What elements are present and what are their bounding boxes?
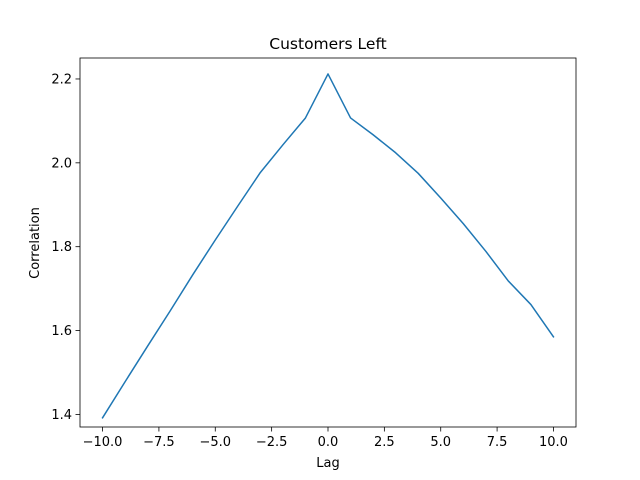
plot-area: −10.0 −7.5 −5.0 −2.5 0.0 2.5 5.0 7.5 10.0 1.4 1.6 1… <box>51 57 577 450</box>
y-tick-label: 2.2 <box>51 72 72 87</box>
chart-title: Customers Left <box>269 35 386 53</box>
y-tick-label: 1.4 <box>51 408 72 423</box>
x-tick-label: 0.0 <box>318 435 339 450</box>
y-tick-label: 2.0 <box>51 156 72 171</box>
x-tick-label: 2.5 <box>374 435 395 450</box>
x-tick-label: −5.0 <box>199 435 231 450</box>
y-tick-label: 1.6 <box>51 324 72 339</box>
x-axis-label: Lag <box>316 456 339 471</box>
y-tick-label: 1.8 <box>51 240 72 255</box>
series-line-0 <box>101 73 555 419</box>
y-axis-label: Correlation <box>28 207 43 279</box>
x-tick-label: −10.0 <box>83 435 123 450</box>
x-tick-label: 7.5 <box>487 435 508 450</box>
x-tick-label: 5.0 <box>430 435 451 450</box>
x-tick-label: 10.0 <box>539 435 568 450</box>
x-tick-label: −2.5 <box>256 435 288 450</box>
x-tick-label: −7.5 <box>143 435 175 450</box>
